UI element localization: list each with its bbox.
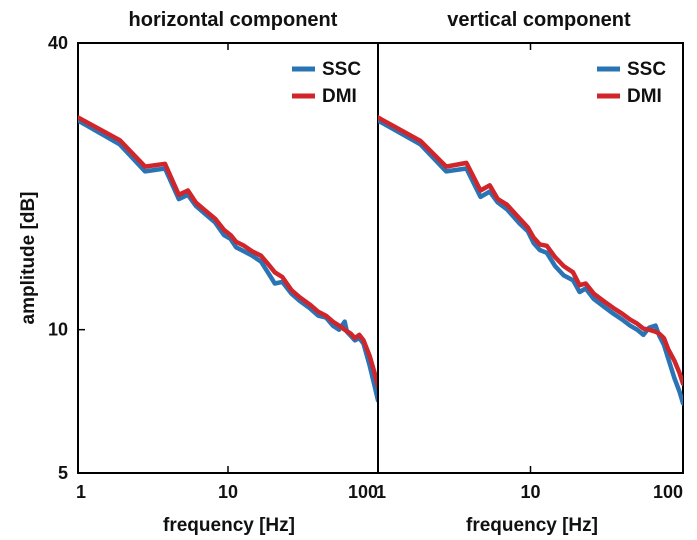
x-tick-label: 100 — [653, 482, 683, 502]
panel-vertical-component: vertical component 1 10 100 SSC DMI frequen… — [376, 9, 684, 536]
legend: SSC DMI — [597, 59, 666, 107]
x-axis-label: frequency [Hz] — [163, 515, 295, 536]
series-layer — [378, 115, 683, 406]
legend-label-dmi: DMI — [627, 86, 662, 107]
legend-label-dmi: DMI — [322, 86, 357, 107]
y-axis-label: amplitude [dB] — [18, 192, 39, 325]
legend-label-ssc: SSC — [627, 59, 666, 80]
legend: SSC DMI — [292, 59, 361, 107]
series-layer — [78, 115, 378, 403]
x-tick-label: 1 — [376, 482, 386, 502]
y-tick-label: 5 — [58, 463, 68, 483]
x-axis-label: frequency [Hz] — [466, 515, 598, 536]
series-line-dmi — [78, 115, 378, 389]
chart-title: vertical component — [447, 9, 631, 31]
x-tick-label: 10 — [520, 482, 540, 502]
x-tick-label: 100 — [348, 482, 378, 502]
ticks-layer: 1 10 100 5 10 40 — [48, 33, 379, 502]
series-line-dmi — [378, 115, 683, 386]
y-tick-label: 10 — [48, 320, 68, 340]
y-tick-label: 40 — [48, 33, 68, 53]
ticks-layer: 1 10 100 — [376, 43, 684, 502]
x-tick-label: 10 — [218, 482, 238, 502]
series-line-ssc — [78, 118, 378, 403]
plot-frame — [377, 42, 684, 474]
plot-frame — [77, 42, 379, 474]
chart-title: horizontal component — [129, 9, 338, 31]
series-line-ssc — [378, 118, 683, 406]
legend-label-ssc: SSC — [322, 59, 361, 80]
x-tick-label: 1 — [76, 482, 86, 502]
